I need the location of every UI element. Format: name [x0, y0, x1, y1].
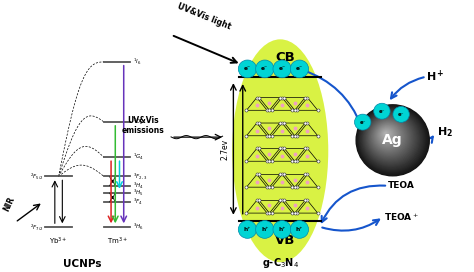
Ellipse shape — [369, 118, 410, 157]
Ellipse shape — [365, 113, 417, 164]
Ellipse shape — [364, 112, 419, 165]
Text: $^3H_6$: $^3H_6$ — [133, 222, 144, 232]
Ellipse shape — [376, 124, 400, 147]
Circle shape — [238, 221, 256, 238]
Text: $^2F_{5/2}$: $^2F_{5/2}$ — [30, 172, 44, 181]
Text: h⁺: h⁺ — [296, 227, 303, 232]
Text: UV&Vis light: UV&Vis light — [176, 2, 232, 31]
Text: g-C$_3$N$_4$: g-C$_3$N$_4$ — [262, 256, 299, 270]
Ellipse shape — [361, 110, 422, 168]
Text: h⁺: h⁺ — [244, 227, 251, 232]
Text: VB: VB — [275, 234, 295, 247]
Ellipse shape — [371, 119, 408, 155]
Text: $^3H_5$: $^3H_5$ — [133, 188, 144, 198]
Text: $^1D_2$: $^1D_2$ — [133, 117, 144, 127]
Ellipse shape — [374, 122, 403, 150]
Ellipse shape — [378, 126, 397, 144]
Ellipse shape — [370, 118, 409, 156]
Text: $^3F_4$: $^3F_4$ — [133, 197, 143, 207]
Ellipse shape — [382, 130, 391, 139]
Text: Yb$^{3+}$: Yb$^{3+}$ — [49, 235, 68, 247]
Text: $^2F_{7/2}$: $^2F_{7/2}$ — [30, 222, 44, 232]
Text: e⁻: e⁻ — [279, 66, 286, 72]
Text: 2.7ev: 2.7ev — [220, 138, 229, 159]
Text: e⁻: e⁻ — [261, 66, 268, 72]
Ellipse shape — [368, 116, 412, 159]
Text: $\mathbf{H^+}$: $\mathbf{H^+}$ — [427, 69, 445, 84]
Ellipse shape — [380, 128, 394, 142]
Text: $\mathbf{H_2}$: $\mathbf{H_2}$ — [437, 126, 453, 140]
Text: NIR: NIR — [1, 195, 16, 213]
Ellipse shape — [357, 106, 427, 174]
Ellipse shape — [360, 109, 424, 171]
Ellipse shape — [381, 128, 393, 141]
Text: h⁺: h⁺ — [278, 227, 286, 232]
Circle shape — [393, 106, 410, 122]
Ellipse shape — [358, 107, 426, 173]
Circle shape — [290, 60, 309, 78]
Ellipse shape — [361, 109, 423, 169]
Ellipse shape — [379, 127, 395, 143]
Text: e⁻: e⁻ — [359, 120, 366, 125]
Circle shape — [355, 114, 371, 130]
Text: Ag: Ag — [383, 133, 403, 147]
Ellipse shape — [383, 131, 390, 138]
Ellipse shape — [363, 111, 419, 166]
Ellipse shape — [377, 125, 399, 146]
Ellipse shape — [366, 115, 414, 161]
Circle shape — [255, 221, 274, 238]
Text: CB: CB — [275, 51, 295, 64]
Text: $^3H_4$: $^3H_4$ — [133, 181, 144, 191]
Circle shape — [273, 60, 291, 78]
Ellipse shape — [362, 110, 420, 167]
Circle shape — [255, 60, 274, 78]
Ellipse shape — [378, 126, 398, 145]
Text: TEOA$^+$: TEOA$^+$ — [384, 211, 419, 222]
Ellipse shape — [357, 106, 428, 175]
Text: $^3F_{2,3}$: $^3F_{2,3}$ — [133, 172, 147, 181]
Circle shape — [374, 103, 390, 119]
Ellipse shape — [373, 120, 405, 153]
Ellipse shape — [232, 39, 328, 262]
Ellipse shape — [372, 120, 406, 154]
Ellipse shape — [384, 132, 388, 136]
Circle shape — [238, 60, 256, 78]
Text: e⁻: e⁻ — [296, 66, 303, 72]
Ellipse shape — [369, 117, 411, 158]
Text: $^1I_6$: $^1I_6$ — [133, 57, 142, 67]
Ellipse shape — [366, 114, 415, 162]
Ellipse shape — [367, 116, 413, 160]
Ellipse shape — [359, 108, 425, 172]
Text: e⁻: e⁻ — [244, 66, 251, 72]
Ellipse shape — [381, 129, 392, 140]
Ellipse shape — [374, 123, 402, 149]
Text: e⁻: e⁻ — [398, 112, 404, 117]
Ellipse shape — [356, 105, 429, 176]
Ellipse shape — [365, 113, 416, 163]
Circle shape — [290, 221, 309, 238]
Text: e⁻: e⁻ — [379, 109, 385, 114]
Circle shape — [273, 221, 291, 238]
Text: $^1G_4$: $^1G_4$ — [133, 152, 144, 162]
Text: h⁺: h⁺ — [261, 227, 268, 232]
Text: Tm$^{3+}$: Tm$^{3+}$ — [107, 235, 128, 247]
Ellipse shape — [375, 123, 401, 148]
Ellipse shape — [373, 121, 404, 152]
Text: UCNPs: UCNPs — [63, 259, 101, 270]
Ellipse shape — [383, 131, 389, 137]
Text: TEOA: TEOA — [388, 181, 415, 190]
Text: UV&Vis
emissions: UV&Vis emissions — [121, 116, 164, 135]
Ellipse shape — [385, 133, 387, 135]
